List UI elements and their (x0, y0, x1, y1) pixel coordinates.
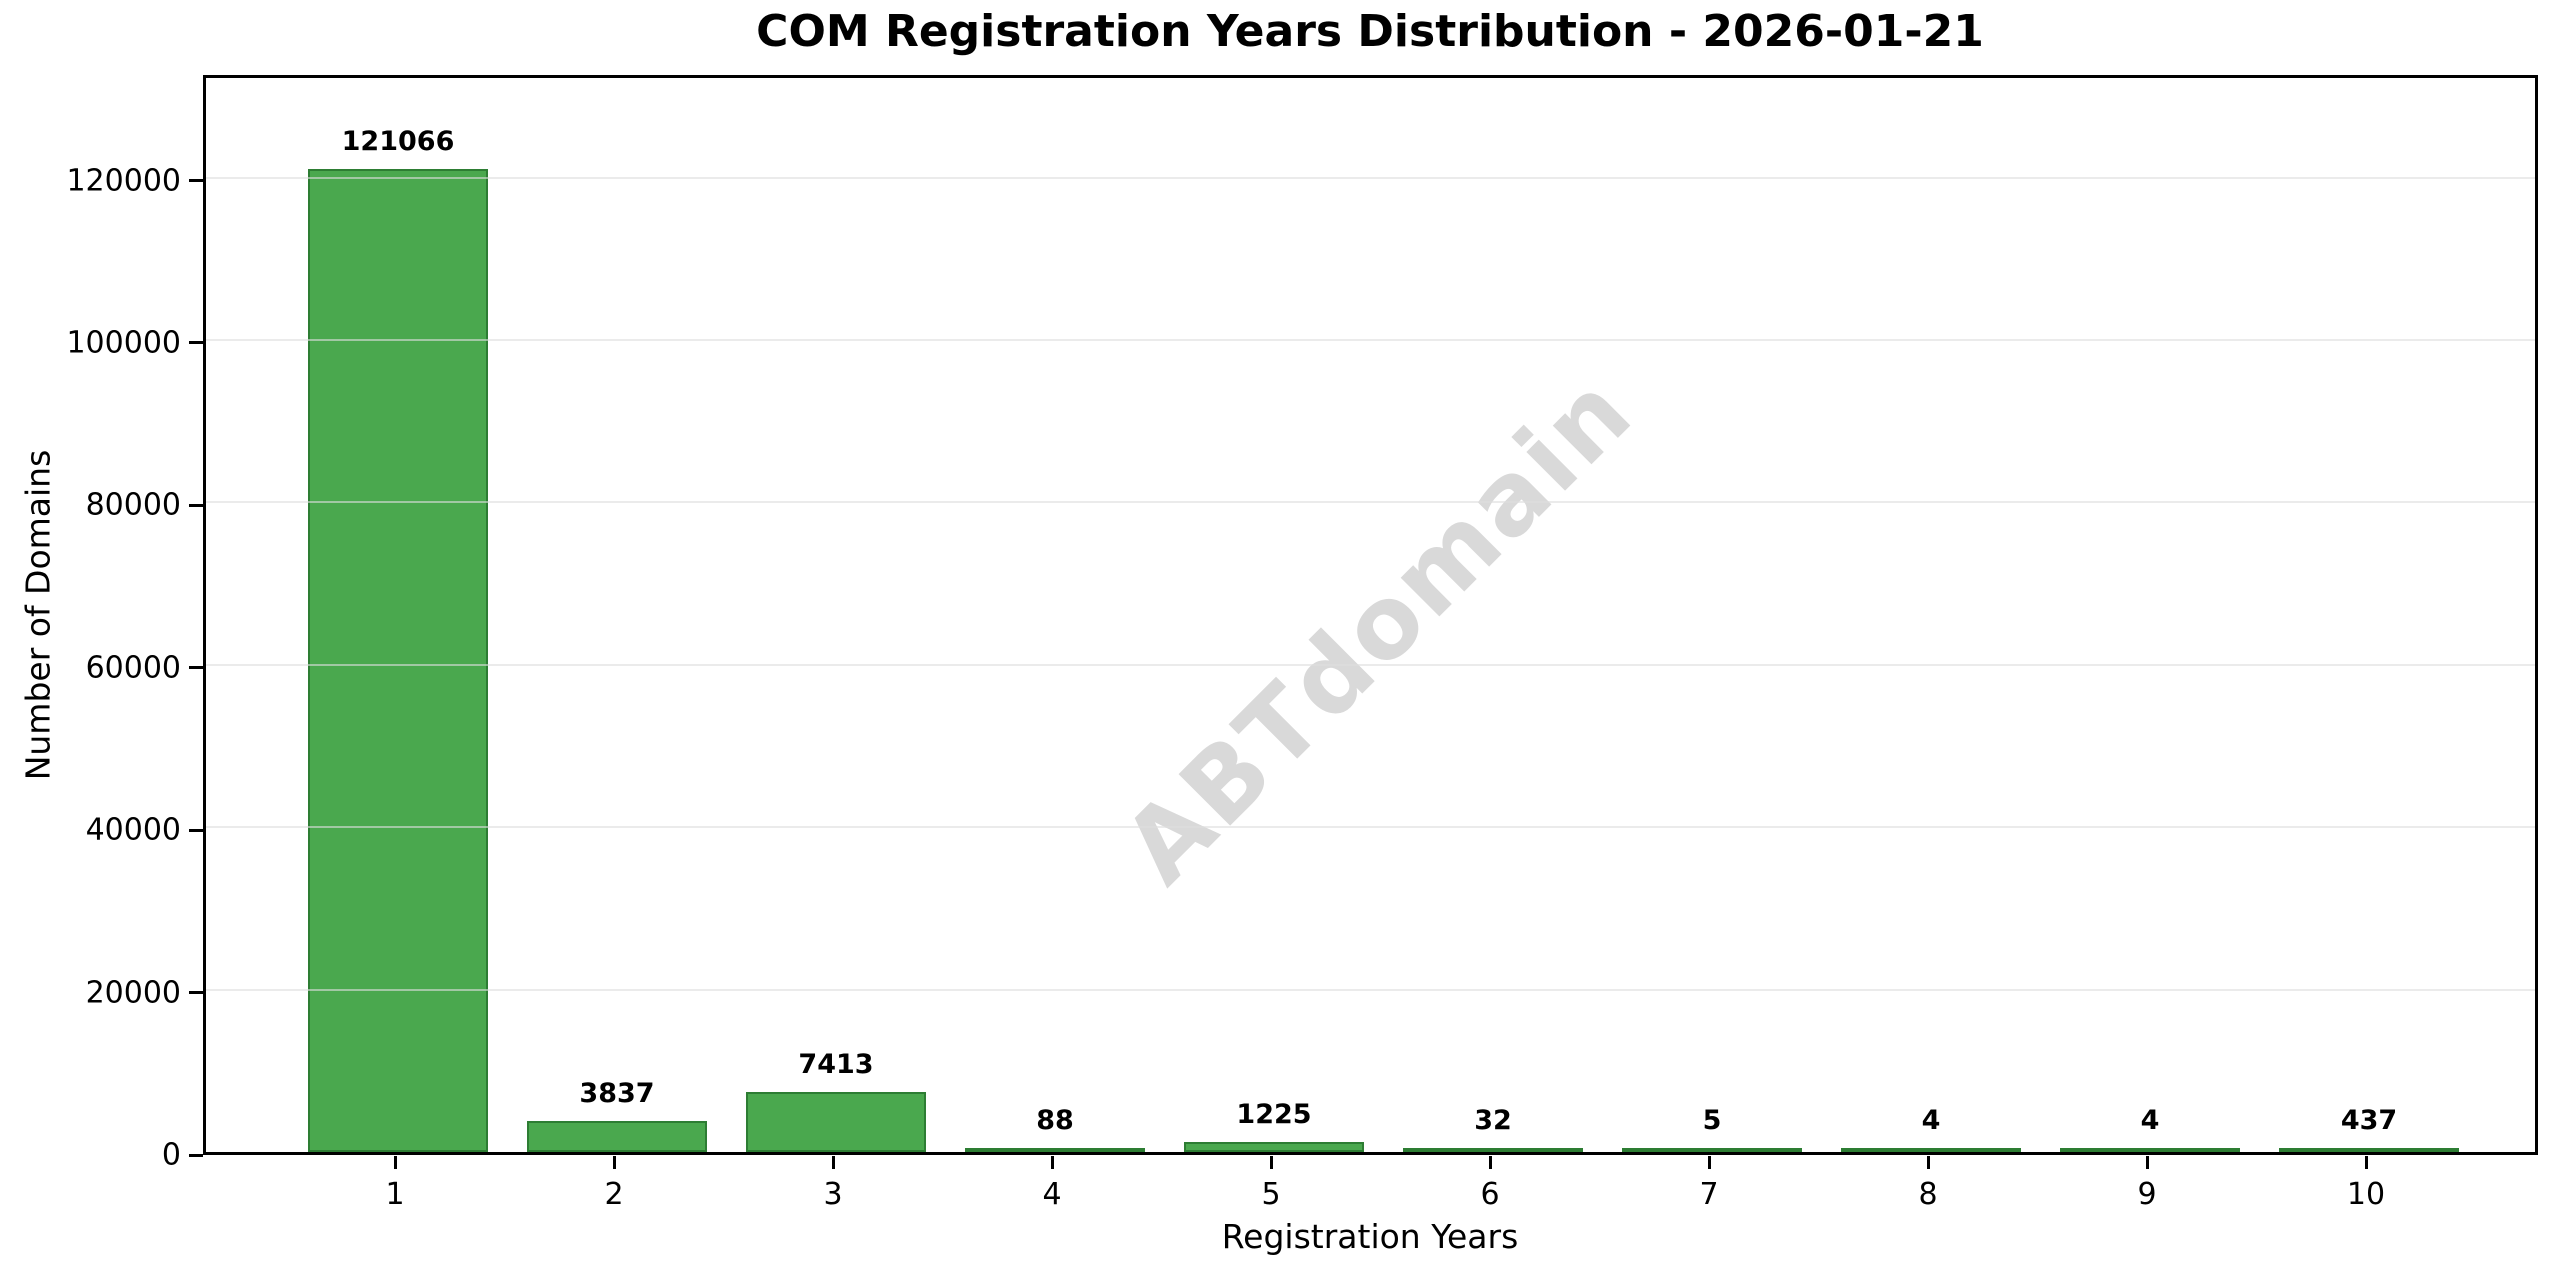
bar-value-label: 437 (2340, 1105, 2398, 1136)
x-tick-mark (2364, 1156, 2368, 1169)
y-tick-label: 0 (161, 1137, 181, 1173)
bar-year-1 (308, 169, 488, 1152)
bar-value-label: 121066 (341, 126, 455, 157)
y-tick-mark (189, 828, 203, 832)
y-axis-title: Number of Domains (18, 449, 58, 781)
x-tick-label: 3 (823, 1177, 843, 1212)
x-tick-mark (1707, 1156, 1711, 1169)
bar-value-label: 1225 (1236, 1099, 1312, 1130)
y-tick-mark (189, 991, 203, 995)
y-tick-mark (189, 1153, 203, 1157)
x-tick-label: 8 (1918, 1177, 1938, 1212)
watermark-text: ABTdomain (1101, 352, 1655, 906)
x-tick-label: 4 (1042, 1177, 1062, 1212)
bar-year-8 (1841, 1148, 2021, 1152)
bar-year-4 (965, 1148, 1145, 1152)
gridline-y-80000 (206, 501, 2535, 504)
y-tick-label: 80000 (85, 487, 181, 523)
bar-year-7 (1622, 1148, 1802, 1152)
x-tick-label: 2 (604, 1177, 624, 1212)
gridline-y-100000 (206, 338, 2535, 341)
y-tick-mark (189, 666, 203, 670)
y-tick-label: 120000 (66, 163, 181, 199)
bar-value-label: 32 (1474, 1105, 1512, 1136)
bar-value-label: 3837 (579, 1078, 655, 1109)
y-tick-label: 100000 (66, 325, 181, 361)
y-tick-label: 20000 (85, 975, 181, 1011)
chart-title: COM Registration Years Distribution - 20… (756, 6, 1984, 57)
bar-value-label: 4 (1921, 1105, 1941, 1136)
x-tick-mark (1488, 1156, 1492, 1169)
x-tick-mark (1926, 1156, 1930, 1169)
x-tick-mark (393, 1156, 397, 1169)
y-tick-mark (189, 179, 203, 183)
x-axis-title: Registration Years (1221, 1217, 1519, 1256)
bar-year-3 (746, 1092, 926, 1152)
y-tick-label: 40000 (85, 812, 181, 848)
x-tick-label: 9 (2137, 1177, 2157, 1212)
x-tick-label: 1 (385, 1177, 405, 1212)
bar-year-10 (2279, 1148, 2459, 1152)
bar-year-5 (1184, 1142, 1364, 1152)
x-tick-label: 10 (2346, 1177, 2386, 1212)
y-tick-mark (189, 503, 203, 507)
x-tick-mark (1050, 1156, 1054, 1169)
x-tick-label: 7 (1699, 1177, 1719, 1212)
bar-value-label: 88 (1036, 1105, 1074, 1136)
bar-year-2 (527, 1121, 707, 1152)
y-tick-mark (189, 341, 203, 345)
gridline-y-40000 (206, 826, 2535, 829)
x-tick-label: 5 (1261, 1177, 1281, 1212)
bar-value-label: 5 (1702, 1105, 1722, 1136)
plot-area: ABTdomain 121066 3837 7413 88 1225 32 5 4 4 437 (203, 75, 2538, 1155)
gridline-y-20000 (206, 988, 2535, 991)
bar-value-label: 4 (2140, 1105, 2160, 1136)
x-tick-mark (2145, 1156, 2149, 1169)
bar-value-label: 7413 (798, 1049, 874, 1080)
gridline-y-120000 (206, 176, 2535, 179)
x-tick-label: 6 (1480, 1177, 1500, 1212)
x-tick-mark (831, 1156, 835, 1169)
bar-year-9 (2060, 1148, 2240, 1152)
x-tick-mark (612, 1156, 616, 1169)
bar-year-6 (1403, 1148, 1583, 1152)
x-tick-mark (1269, 1156, 1273, 1169)
y-tick-label: 60000 (85, 650, 181, 686)
